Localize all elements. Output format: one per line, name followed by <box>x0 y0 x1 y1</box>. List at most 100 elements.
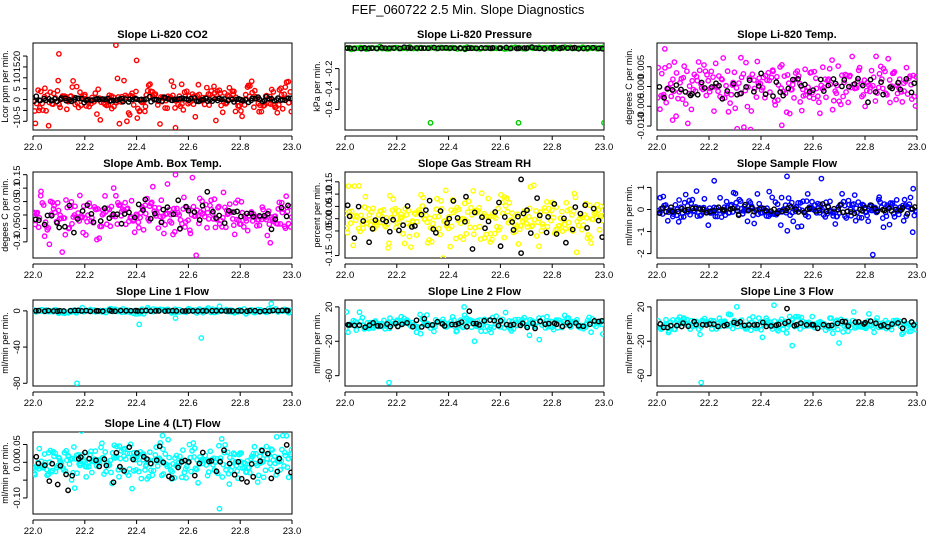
reference-point <box>266 308 273 314</box>
data-point <box>33 471 38 478</box>
reference-point <box>66 202 73 209</box>
data-point <box>362 193 369 200</box>
reference-point <box>501 214 508 220</box>
data-point <box>122 199 129 206</box>
data-point <box>770 68 776 75</box>
data-point <box>52 450 59 457</box>
reference-point <box>680 320 686 326</box>
data-point <box>435 213 442 220</box>
reference-point <box>835 206 842 213</box>
reference-point <box>476 321 483 328</box>
reference-point <box>542 321 549 328</box>
data-point <box>347 220 354 227</box>
data-point <box>282 225 289 232</box>
points-group <box>657 173 917 258</box>
reference-point <box>226 307 233 314</box>
data-point <box>672 201 679 208</box>
y-tick-label: 0.1 <box>12 182 23 195</box>
panel-title: Slope Li-820 Temp. <box>737 29 836 41</box>
reference-point <box>164 204 171 211</box>
data-point <box>125 472 132 479</box>
data-point <box>774 201 781 208</box>
reference-point <box>97 218 104 224</box>
reference-point <box>256 212 263 219</box>
data-point <box>476 204 483 211</box>
reference-point <box>114 211 121 218</box>
x-tick-label: 22.0 <box>336 398 355 409</box>
panel-5: Slope Gas Stream RH 22.0 22.2 22.4 22.6 22.8 2… <box>312 158 613 281</box>
data-point <box>230 88 237 95</box>
reference-point <box>572 204 579 211</box>
data-point <box>810 95 817 102</box>
data-point <box>865 218 872 225</box>
data-point <box>193 466 200 473</box>
data-point <box>420 194 427 201</box>
y-tick-label: -0.10 <box>12 487 23 509</box>
data-point <box>69 84 76 91</box>
reference-point <box>889 85 895 92</box>
data-point <box>178 81 185 88</box>
data-point <box>45 122 52 129</box>
data-point <box>673 70 680 76</box>
data-point <box>199 198 206 205</box>
reference-point <box>179 308 186 314</box>
reference-point <box>759 319 766 326</box>
reference-point <box>509 219 516 225</box>
reference-point <box>465 45 472 52</box>
x-tick-label: 22.8 <box>856 270 875 281</box>
data-point <box>212 117 219 124</box>
data-point <box>140 451 147 458</box>
data-point <box>189 174 196 181</box>
reference-point <box>56 224 63 231</box>
y-axis-label: Lcor ppm per min. <box>0 50 10 123</box>
reference-point <box>117 463 123 470</box>
data-point <box>40 202 47 209</box>
data-point <box>657 64 662 71</box>
data-point <box>753 94 760 101</box>
data-point <box>38 188 44 195</box>
data-point <box>430 220 436 227</box>
data-point <box>852 217 859 224</box>
reference-point <box>520 210 527 217</box>
data-point <box>99 440 105 447</box>
data-point <box>891 69 898 75</box>
data-point <box>264 232 271 239</box>
data-point <box>572 194 579 201</box>
reference-point <box>355 203 362 210</box>
reference-point <box>566 322 573 329</box>
reference-point <box>599 318 604 324</box>
panel-6: Slope Sample Flow 22.0 22.2 22.4 22.6 22.8 23.… <box>624 158 926 281</box>
data-point <box>222 441 229 448</box>
data-point <box>784 72 791 78</box>
x-tick-label: 22.2 <box>388 142 407 153</box>
reference-point <box>519 320 526 327</box>
data-point <box>843 89 849 95</box>
y-tick-label: -0.2 <box>324 60 335 76</box>
reference-point <box>758 70 764 77</box>
reference-point <box>369 45 375 51</box>
outlier-point <box>172 172 179 178</box>
reference-point <box>897 86 904 93</box>
data-point <box>135 219 142 226</box>
data-point <box>116 473 122 480</box>
data-point <box>668 93 675 100</box>
data-point <box>359 314 366 321</box>
data-point <box>210 215 217 222</box>
data-point <box>734 125 741 130</box>
data-point <box>284 208 291 215</box>
data-point <box>701 195 708 202</box>
y-tick-label: -0.6 <box>324 101 335 117</box>
data-point <box>179 447 186 453</box>
reference-point <box>108 308 115 314</box>
reference-point <box>36 217 42 224</box>
reference-point <box>399 321 405 328</box>
data-point <box>83 231 89 238</box>
reference-point <box>810 87 816 94</box>
reference-point <box>737 318 744 325</box>
plot-frame <box>32 42 293 131</box>
reference-point <box>492 209 499 215</box>
data-point <box>544 198 550 205</box>
data-point <box>251 443 258 450</box>
data-point <box>795 199 801 206</box>
y-tick-label: 0.15 <box>12 165 23 184</box>
